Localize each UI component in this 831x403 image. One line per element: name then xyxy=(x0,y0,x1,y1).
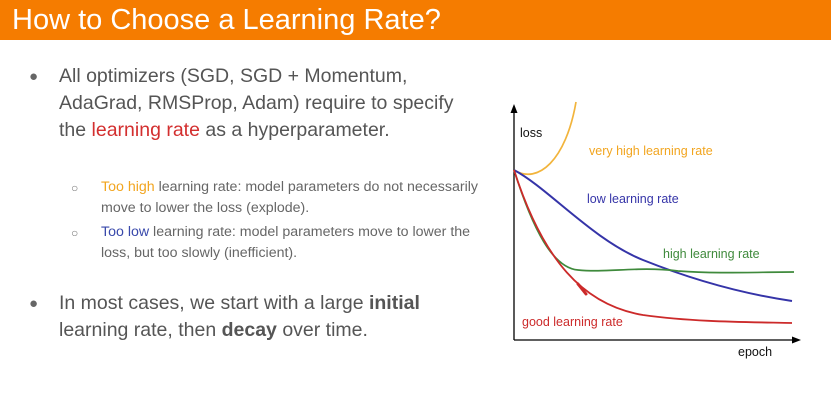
curve-high xyxy=(513,169,795,274)
too-low-highlight: Too low xyxy=(101,224,150,240)
learning-rate-highlight: learning rate xyxy=(91,119,200,141)
label-good: good learning rate xyxy=(522,315,623,329)
bullet-text: All optimizers (SGD, SGD + Momentum, Ada… xyxy=(59,65,454,141)
too-high-highlight: Too high xyxy=(101,179,155,195)
subbullet-text: learning rate: model parameters do not n… xyxy=(101,179,478,216)
y-axis-arrow-icon xyxy=(510,104,518,113)
y-axis-label: loss xyxy=(520,126,542,140)
decay-bold: decay xyxy=(221,319,277,341)
hollow-circle-icon: ○ xyxy=(71,226,79,240)
learning-rate-diagram: loss epoch very high learning rate low l… xyxy=(510,101,801,359)
label-high: high learning rate xyxy=(663,247,760,261)
curve-good xyxy=(513,169,793,324)
bullet-text: as a hyperparameter. xyxy=(199,119,390,141)
curve-low xyxy=(513,169,793,302)
curve-very-high xyxy=(513,101,577,176)
label-low: low learning rate xyxy=(587,192,679,206)
x-axis-label: epoch xyxy=(738,345,772,359)
bullet-dot-icon: ● xyxy=(29,68,39,85)
subbullet-too-high: ○ Too high learning rate: model paramete… xyxy=(71,177,481,218)
bullet-text: In most cases, we start with a large xyxy=(59,292,369,314)
subbullet-too-low: ○ Too low learning rate: model parameter… xyxy=(71,222,481,263)
title-bar: How to Choose a Learning Rate? xyxy=(0,0,831,40)
bullet-decay: ● In most cases, we start with a large i… xyxy=(29,290,479,344)
hollow-circle-icon: ○ xyxy=(71,181,79,195)
x-axis-arrow-icon xyxy=(792,336,801,344)
initial-bold: initial xyxy=(368,292,420,314)
bullet-dot-icon: ● xyxy=(29,295,39,312)
label-very-high: very high learning rate xyxy=(589,144,713,158)
good-curve-marker xyxy=(576,282,588,296)
bullet-text: learning rate, then xyxy=(59,319,222,341)
bullet-optimizers: ● All optimizers (SGD, SGD + Momentum, A… xyxy=(29,63,479,144)
bullet-text: over time. xyxy=(276,319,368,341)
slide-title: How to Choose a Learning Rate? xyxy=(12,4,441,36)
subbullet-text: learning rate: model parameters move to … xyxy=(101,224,471,261)
